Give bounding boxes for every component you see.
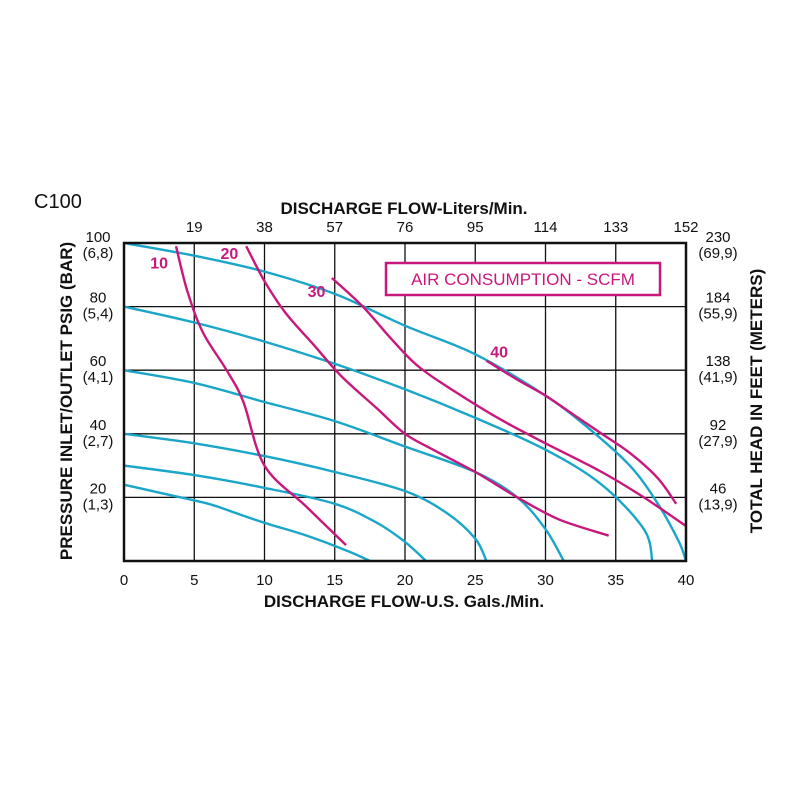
x-tick-label: 15	[326, 572, 343, 589]
air-consumption-curves: 10 20 30 40	[150, 245, 687, 546]
top-axis-tick-labels: 19 38 57 76 95 114 133 152	[186, 219, 699, 236]
y-tick-label: 80	[90, 290, 107, 307]
x-tick-label: 30	[537, 572, 554, 589]
y-tick-label: 20	[90, 480, 107, 497]
x-tick-label: 40	[678, 572, 695, 589]
performance-curve	[123, 369, 565, 562]
air-consumption-curve-40	[485, 359, 678, 505]
plot-frame	[122, 241, 688, 563]
legend-frame	[384, 261, 662, 297]
y2-tick-label: 138	[705, 353, 730, 370]
left-axis-tick-labels: 20(1,3) 40(2,7) 60(4,1) 80(5,4) 100(6,8)	[83, 229, 114, 513]
right-axis-tick-labels: 46(13,9) 92(27,9) 138(41,9) 184(55,9) 230(69…	[698, 229, 737, 513]
y2-tick-label: 46	[710, 480, 727, 497]
air-consumption-curve-30	[331, 277, 687, 527]
x2-tick-label: 133	[603, 219, 628, 236]
performance-curve	[123, 464, 427, 562]
performance-curve	[123, 483, 371, 563]
y-tick-sublabel: (1,3)	[83, 496, 114, 513]
legend-title: AIR CONSUMPTION - SCFM	[411, 270, 635, 289]
air-consumption-curve-10	[174, 245, 347, 546]
y2-tick-label: 184	[705, 290, 730, 307]
y-tick-label: 60	[90, 353, 107, 370]
x2-tick-label: 57	[326, 219, 343, 236]
air-consumption-curve-20	[245, 245, 610, 537]
y2-tick-sublabel: (27,9)	[698, 433, 737, 450]
x-tick-label: 25	[467, 572, 484, 589]
x-tick-label: 10	[256, 572, 273, 589]
y2-tick-sublabel: (13,9)	[698, 496, 737, 513]
x-tick-label: 35	[607, 572, 624, 589]
air-consumption-label-30: 30	[308, 284, 326, 301]
y2-axis-title: TOTAL HEAD IN FEET (METERS)	[747, 269, 766, 533]
y-tick-label: 100	[85, 229, 110, 246]
performance-curves	[123, 241, 688, 563]
y2-tick-sublabel: (69,9)	[698, 245, 737, 262]
x2-tick-label: 152	[673, 219, 698, 236]
x-axis-title: DISCHARGE FLOW-U.S. Gals./Min.	[264, 592, 544, 611]
x-tick-label: 5	[190, 572, 198, 589]
x2-tick-label: 95	[467, 219, 484, 236]
y2-tick-sublabel: (55,9)	[698, 306, 737, 323]
air-consumption-label-20: 20	[220, 246, 238, 263]
bottom-axis-tick-labels: 0 5 10 15 20 25 30 35 40	[120, 572, 695, 589]
y-axis-title: PRESSURE INLET/OUTLET PSIG (BAR)	[57, 242, 76, 560]
chart-title: C100	[34, 191, 82, 213]
y-tick-sublabel: (5,4)	[83, 306, 114, 323]
legend-box: AIR CONSUMPTION - SCFM	[384, 261, 662, 297]
y-tick-sublabel: (2,7)	[83, 433, 114, 450]
air-consumption-label-40: 40	[490, 344, 508, 361]
x2-tick-label: 19	[186, 219, 203, 236]
x-tick-label: 0	[120, 572, 128, 589]
y-tick-label: 40	[90, 417, 107, 434]
x-tick-label: 20	[397, 572, 414, 589]
x2-tick-label: 114	[534, 219, 558, 236]
y2-tick-label: 92	[710, 417, 727, 434]
y-tick-sublabel: (6,8)	[83, 245, 114, 262]
x2-tick-label: 38	[256, 219, 273, 236]
x2-tick-label: 76	[397, 219, 414, 236]
top-axis-title: DISCHARGE FLOW-Liters/Min.	[280, 199, 527, 218]
y2-tick-sublabel: (41,9)	[698, 369, 737, 386]
performance-curve	[123, 432, 488, 562]
y2-tick-label: 230	[705, 229, 730, 246]
performance-curve	[123, 305, 654, 562]
air-consumption-label-10: 10	[150, 255, 168, 272]
y-tick-sublabel: (4,1)	[83, 369, 114, 386]
